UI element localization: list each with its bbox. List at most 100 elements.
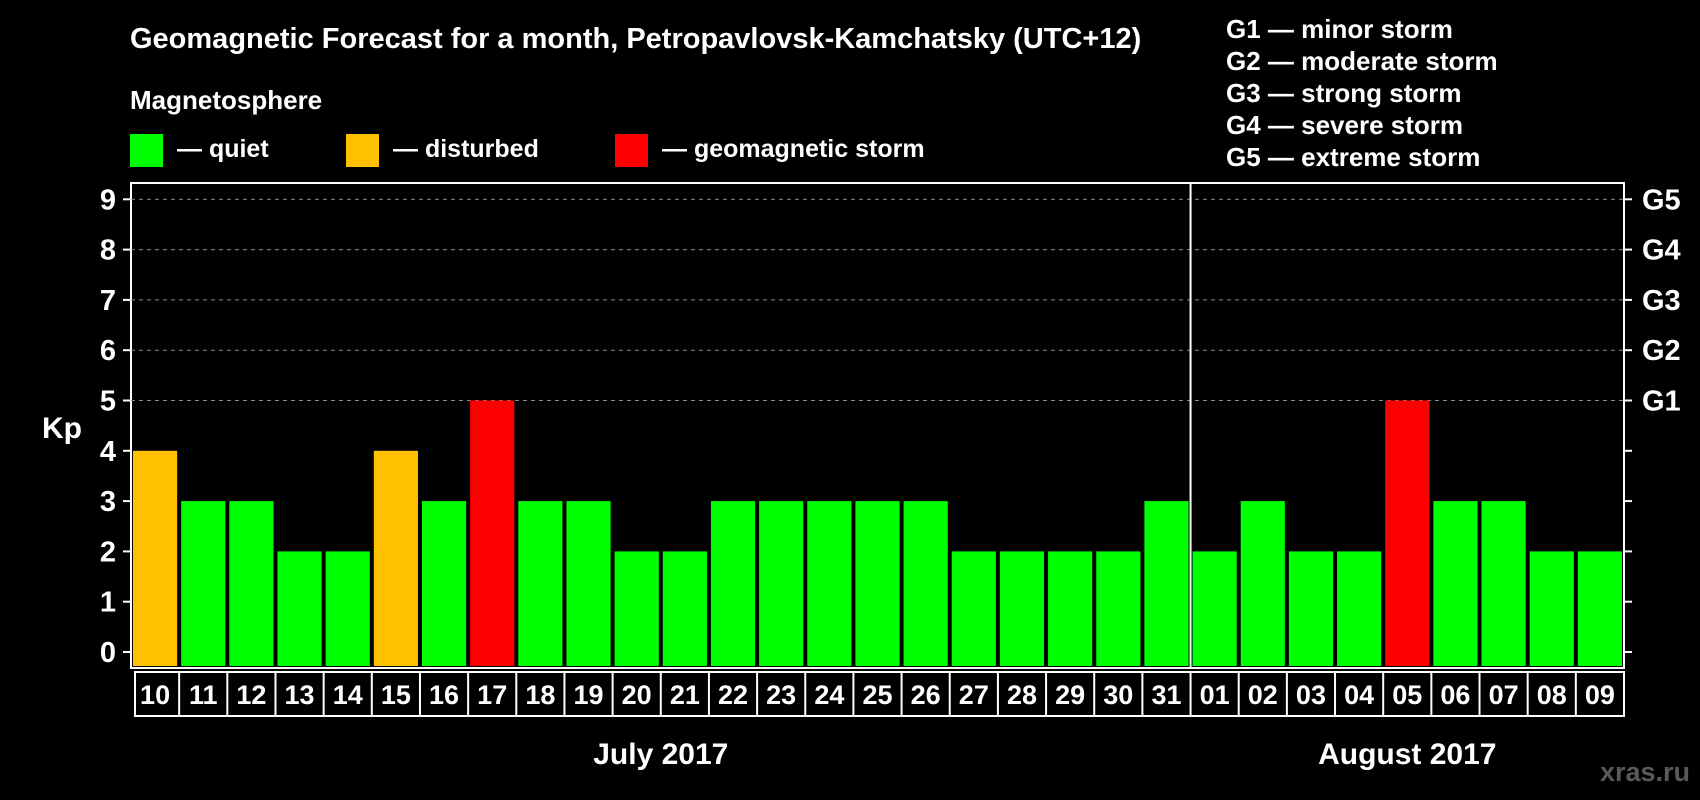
legend-label-storm: — geomagnetic storm (662, 135, 925, 163)
x-tick-label: 28 (1007, 680, 1037, 710)
x-tick-label: 15 (381, 680, 411, 710)
y-tick-label: 4 (100, 436, 116, 468)
x-tick-label: 24 (814, 680, 844, 710)
bar-day-07 (1481, 501, 1526, 666)
month-label-0: July 2017 (593, 738, 728, 771)
bar-day-10 (133, 450, 178, 666)
bar-day-21 (662, 551, 707, 666)
bar-day-03 (1288, 551, 1334, 666)
chart-title: Geomagnetic Forecast for a month, Petrop… (130, 23, 1141, 55)
legend-label-quiet: — quiet (177, 135, 269, 163)
y-axis-label: Kp (42, 412, 82, 445)
bar-day-14 (325, 551, 370, 666)
bar-day-30 (1096, 551, 1141, 666)
x-tick-label: 26 (911, 680, 941, 710)
y-tick-label: 8 (100, 235, 116, 267)
bar-day-19 (566, 501, 611, 666)
x-tick-label: 17 (477, 680, 507, 710)
bar-day-13 (277, 551, 322, 666)
x-tick-label: 27 (959, 680, 989, 710)
y-tick-label: 0 (100, 637, 116, 669)
y-tick-label: 7 (100, 285, 116, 317)
x-tick-label: 18 (525, 680, 555, 710)
bar-day-31 (1144, 501, 1189, 666)
y-tick-label: 5 (100, 386, 116, 418)
bar-day-18 (518, 501, 563, 666)
x-tick-label: 21 (670, 680, 700, 710)
bar-day-16 (421, 501, 467, 666)
right-axis-label-g3: G3 (1642, 285, 1681, 317)
right-axis-label-g5: G5 (1642, 184, 1681, 216)
bar-day-09 (1577, 551, 1622, 666)
bar-day-25 (855, 501, 900, 666)
x-tick-label: 25 (862, 680, 892, 710)
storm-scale-g2: G2 — moderate storm (1226, 46, 1498, 76)
y-tick-label: 3 (100, 486, 116, 518)
bar-day-23 (759, 501, 804, 666)
bar-day-05 (1385, 400, 1430, 666)
x-tick-label: 22 (718, 680, 748, 710)
plot-frame (130, 182, 1625, 669)
x-tick-label: 23 (766, 680, 796, 710)
legend-swatch-storm (615, 134, 648, 167)
bar-day-12 (229, 501, 274, 666)
bar-day-17 (470, 400, 515, 666)
x-tick-label: 05 (1392, 680, 1422, 710)
chart-subtitle: Magnetosphere (130, 85, 322, 115)
x-tick-label: 08 (1537, 680, 1567, 710)
bar-day-22 (710, 501, 756, 666)
legend-swatch-quiet (130, 134, 163, 167)
bar-day-26 (903, 501, 948, 666)
legend-swatch-disturbed (346, 134, 379, 167)
storm-scale-g1: G1 — minor storm (1226, 14, 1453, 44)
x-tick-label: 11 (189, 680, 218, 710)
x-tick-label: 02 (1248, 680, 1278, 710)
bar-day-11 (181, 501, 226, 666)
y-tick-label: 6 (100, 335, 116, 367)
legend: — quiet — disturbed — geomagnetic storm (130, 134, 925, 167)
right-axis-label-g1: G1 (1642, 386, 1681, 418)
storm-scale-g4: G4 — severe storm (1226, 110, 1463, 140)
bar-day-04 (1337, 551, 1382, 666)
storm-scale-legend: G1 — minor storm G2 — moderate storm G3 … (1226, 14, 1498, 172)
legend-label-disturbed: — disturbed (393, 135, 539, 163)
bar-day-28 (999, 551, 1045, 666)
x-tick-label: 01 (1200, 680, 1230, 710)
bar-day-01 (1192, 551, 1237, 666)
x-tick-label: 19 (574, 680, 604, 710)
y-tick-label: 1 (100, 587, 116, 619)
x-tick-label: 31 (1151, 680, 1181, 710)
bar-day-06 (1433, 501, 1478, 666)
right-axis-label-g2: G2 (1642, 335, 1681, 367)
x-tick-label: 20 (622, 680, 652, 710)
date-axis-frame (134, 671, 1625, 717)
x-tick-label: 14 (333, 680, 363, 710)
storm-scale-g3: G3 — strong storm (1226, 78, 1461, 108)
x-tick-label: 10 (140, 680, 170, 710)
y-tick-label: 9 (100, 184, 116, 216)
x-tick-label: 12 (236, 680, 266, 710)
bar-day-27 (951, 551, 996, 666)
right-axis-label-g4: G4 (1642, 235, 1681, 267)
bar-day-15 (373, 450, 418, 666)
y-tick-label: 2 (100, 536, 116, 568)
bar-day-08 (1529, 551, 1574, 666)
x-tick-label: 29 (1055, 680, 1085, 710)
storm-scale-g5: G5 — extreme storm (1226, 142, 1480, 172)
x-tick-label: 07 (1489, 680, 1519, 710)
bar-day-20 (614, 551, 659, 666)
bar-day-02 (1240, 501, 1285, 666)
x-tick-label: 13 (285, 680, 315, 710)
x-tick-label: 16 (429, 680, 459, 710)
x-tick-label: 03 (1296, 680, 1326, 710)
watermark: xras.ru (1600, 757, 1690, 787)
x-tick-label: 09 (1585, 680, 1615, 710)
bar-day-24 (807, 501, 852, 666)
bar-day-29 (1048, 551, 1093, 666)
x-tick-label: 04 (1344, 680, 1374, 710)
x-tick-label: 06 (1440, 680, 1470, 710)
x-tick-label: 30 (1103, 680, 1133, 710)
month-label-1: August 2017 (1318, 738, 1496, 771)
